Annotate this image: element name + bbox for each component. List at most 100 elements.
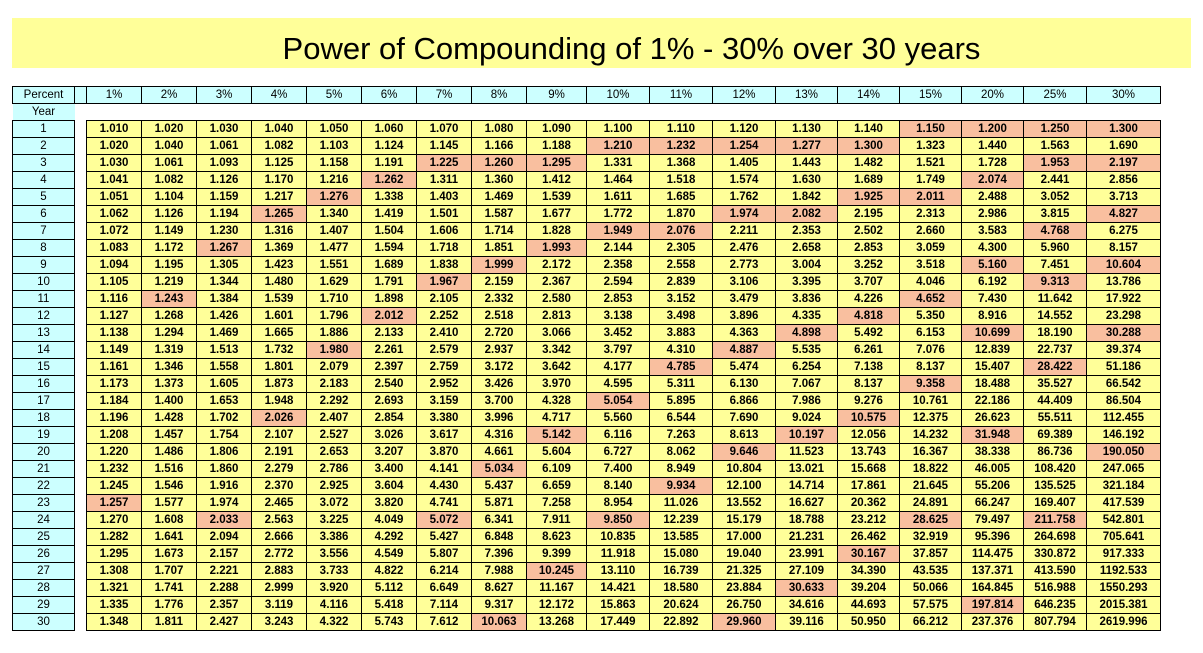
percent-header-5[interactable]: 5% <box>306 86 362 104</box>
value-cell[interactable]: 1.040 <box>141 137 197 155</box>
value-cell[interactable]: 330.872 <box>1023 545 1087 563</box>
value-cell[interactable]: 3.820 <box>361 494 417 512</box>
value-cell[interactable]: 44.409 <box>1023 392 1087 410</box>
value-cell[interactable]: 1.772 <box>586 205 650 223</box>
value-cell[interactable]: 646.235 <box>1023 596 1087 614</box>
value-cell[interactable]: 8.613 <box>712 426 776 444</box>
value-cell[interactable]: 69.389 <box>1023 426 1087 444</box>
year-cell[interactable]: 26 <box>12 545 75 563</box>
value-cell[interactable]: 13.585 <box>649 528 713 546</box>
value-cell[interactable]: 2.107 <box>251 426 307 444</box>
value-cell[interactable]: 1.486 <box>141 443 197 461</box>
value-cell[interactable]: 4.335 <box>775 307 838 325</box>
value-cell[interactable]: 1.282 <box>86 528 142 546</box>
highlighted-value-cell[interactable]: 1.925 <box>837 188 900 206</box>
value-cell[interactable]: 1.105 <box>86 273 142 291</box>
value-cell[interactable]: 2.465 <box>251 494 307 512</box>
value-cell[interactable]: 1.685 <box>649 188 713 206</box>
value-cell[interactable]: 112.455 <box>1086 409 1161 427</box>
highlighted-value-cell[interactable]: 5.160 <box>961 256 1024 274</box>
highlighted-value-cell[interactable]: 4.887 <box>712 341 776 359</box>
value-cell[interactable]: 1.558 <box>196 358 252 376</box>
value-cell[interactable]: 7.986 <box>775 392 838 410</box>
value-cell[interactable]: 13.552 <box>712 494 776 512</box>
value-cell[interactable]: 55.511 <box>1023 409 1087 427</box>
value-cell[interactable]: 1.316 <box>251 222 307 240</box>
value-cell[interactable]: 1.870 <box>649 205 713 223</box>
highlighted-value-cell[interactable]: 1.254 <box>712 137 776 155</box>
value-cell[interactable]: 2.172 <box>526 256 587 274</box>
highlighted-value-cell[interactable]: 1.993 <box>526 239 587 257</box>
value-cell[interactable]: 39.374 <box>1086 341 1161 359</box>
value-cell[interactable]: 2.157 <box>196 545 252 563</box>
value-cell[interactable]: 1.811 <box>141 613 197 631</box>
value-cell[interactable]: 7.114 <box>416 596 472 614</box>
value-cell[interactable]: 2.986 <box>961 205 1024 223</box>
value-cell[interactable]: 17.861 <box>837 477 900 495</box>
value-cell[interactable]: 15.407 <box>961 358 1024 376</box>
value-cell[interactable]: 135.525 <box>1023 477 1087 495</box>
value-cell[interactable]: 15.080 <box>649 545 713 563</box>
year-cell[interactable]: 6 <box>12 205 75 223</box>
value-cell[interactable]: 1.030 <box>196 120 252 138</box>
value-cell[interactable]: 2.952 <box>416 375 472 393</box>
value-cell[interactable]: 2.221 <box>196 562 252 580</box>
value-cell[interactable]: 23.212 <box>837 511 900 529</box>
value-cell[interactable]: 2.353 <box>775 222 838 240</box>
value-cell[interactable]: 6.254 <box>775 358 838 376</box>
value-cell[interactable]: 1.338 <box>361 188 417 206</box>
value-cell[interactable]: 1.220 <box>86 443 142 461</box>
value-cell[interactable]: 5.311 <box>649 375 713 393</box>
value-cell[interactable]: 14.714 <box>775 477 838 495</box>
percent-header-15[interactable]: 15% <box>899 86 962 104</box>
value-cell[interactable]: 1.653 <box>196 392 252 410</box>
highlighted-value-cell[interactable]: 28.625 <box>899 511 962 529</box>
value-cell[interactable]: 9.276 <box>837 392 900 410</box>
value-cell[interactable]: 2.159 <box>471 273 527 291</box>
value-cell[interactable]: 3.883 <box>649 324 713 342</box>
year-cell[interactable]: 19 <box>12 426 75 444</box>
value-cell[interactable]: 2.305 <box>649 239 713 257</box>
value-cell[interactable]: 12.839 <box>961 341 1024 359</box>
value-cell[interactable]: 7.076 <box>899 341 962 359</box>
value-cell[interactable]: 1.158 <box>306 154 362 172</box>
value-cell[interactable]: 1.159 <box>196 188 252 206</box>
highlighted-value-cell[interactable]: 4.768 <box>1023 222 1087 240</box>
value-cell[interactable]: 1.594 <box>361 239 417 257</box>
value-cell[interactable]: 3.797 <box>586 341 650 359</box>
percent-header-7[interactable]: 7% <box>416 86 472 104</box>
value-cell[interactable]: 3.836 <box>775 290 838 308</box>
value-cell[interactable]: 1.629 <box>306 273 362 291</box>
value-cell[interactable]: 18.822 <box>899 460 962 478</box>
value-cell[interactable]: 43.535 <box>899 562 962 580</box>
value-cell[interactable]: 3.426 <box>471 375 527 393</box>
value-cell[interactable]: 2.854 <box>361 409 417 427</box>
highlighted-value-cell[interactable]: 29.960 <box>712 613 776 631</box>
value-cell[interactable]: 2.937 <box>471 341 527 359</box>
value-cell[interactable]: 1.518 <box>649 171 713 189</box>
value-cell[interactable]: 1.539 <box>251 290 307 308</box>
value-cell[interactable]: 2.292 <box>306 392 362 410</box>
value-cell[interactable]: 8.157 <box>1086 239 1161 257</box>
value-cell[interactable]: 4.822 <box>361 562 417 580</box>
value-cell[interactable]: 1.605 <box>196 375 252 393</box>
value-cell[interactable]: 6.192 <box>961 273 1024 291</box>
value-cell[interactable]: 3.207 <box>361 443 417 461</box>
value-cell[interactable]: 5.350 <box>899 307 962 325</box>
value-cell[interactable]: 2.357 <box>196 596 252 614</box>
value-cell[interactable]: 3.642 <box>526 358 587 376</box>
value-cell[interactable]: 3.498 <box>649 307 713 325</box>
value-cell[interactable]: 2.540 <box>361 375 417 393</box>
value-cell[interactable]: 10.761 <box>899 392 962 410</box>
value-cell[interactable]: 7.911 <box>526 511 587 529</box>
value-cell[interactable]: 5.492 <box>837 324 900 342</box>
value-cell[interactable]: 1.728 <box>961 154 1024 172</box>
value-cell[interactable]: 1.082 <box>251 137 307 155</box>
value-cell[interactable]: 2.261 <box>361 341 417 359</box>
value-cell[interactable]: 4.226 <box>837 290 900 308</box>
highlighted-value-cell[interactable]: 197.814 <box>961 596 1024 614</box>
value-cell[interactable]: 2.427 <box>196 613 252 631</box>
value-cell[interactable]: 13.743 <box>837 443 900 461</box>
value-cell[interactable]: 1.851 <box>471 239 527 257</box>
highlighted-value-cell[interactable]: 1.974 <box>712 205 776 223</box>
